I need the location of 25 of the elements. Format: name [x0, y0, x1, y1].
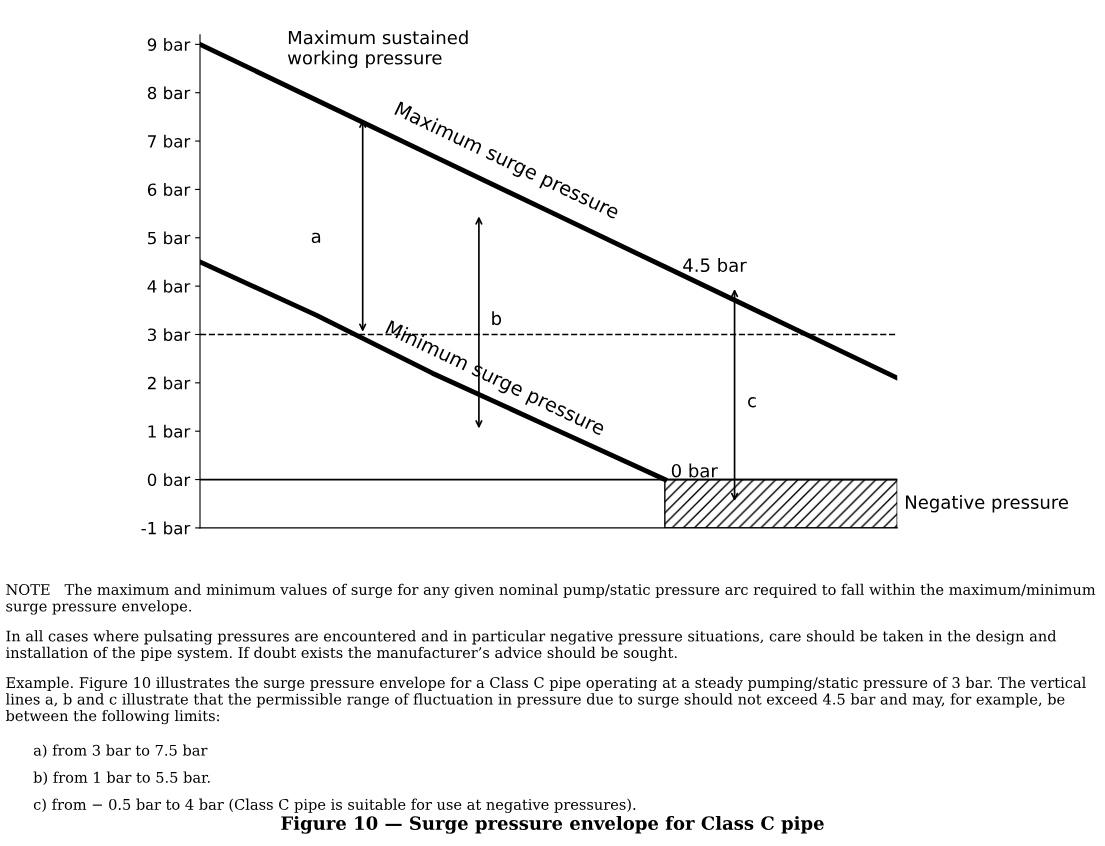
y-tick-label: 7 bar — [148, 134, 191, 148]
text: In all cases where pulsating pressures are encountered and in particular negative pressure situations, care should be taken in the design and installation of the pipe system. If doubt exists the manufacturer’s advice should be sought. — [6, 630, 1057, 662]
y-tick-label: 8 bar — [147, 86, 191, 100]
text: a) from 3 bar to 7.5 bar — [33, 744, 208, 758]
y-tick-label: 2 bar — [147, 376, 191, 390]
text: Example. Figure 10 illustrates the surge pressure envelope for a Class C pipe operating at a steady pumping/static pressure of 3 bar. The vertical lines a, b and c illustrate that the permissible range of fluctuation in pressure due to surge should not exceed 4.5 bar and may, for example, be between the following limits: — [5, 676, 1086, 725]
y-tick-label: -1 bar — [141, 521, 191, 535]
annotation: Maximum sustained working pressure — [287, 30, 468, 69]
y-tick-label: 5 bar — [148, 231, 191, 245]
annotation: 4.5 bar — [683, 258, 747, 273]
annotation: 0 bar — [671, 463, 718, 478]
band-label: Negative pressure — [906, 494, 1069, 513]
y-tick-label: 9 bar — [147, 38, 191, 51]
y-tick-label: 1 bar — [148, 424, 191, 438]
annotation: b — [492, 311, 502, 326]
y-tick-label: 0 bar — [147, 473, 191, 487]
text: NOTE The maximum and minimum values of surge for any given nominal pump/static pressure arc required to fall within the maximum/minimum surge pressure envelope. — [6, 583, 1096, 615]
text: b) from 1 bar to 5.5 bar. — [33, 771, 210, 785]
annotation: a — [311, 232, 321, 244]
y-tick-label: 3 bar — [148, 328, 191, 342]
y-tick-label: 6 bar — [147, 183, 191, 196]
annotation: c — [748, 397, 756, 408]
caption: Figure 10 — Surge pressure envelope for Class C pipe — [281, 815, 824, 834]
text: c) from − 0.5 bar to 4 bar (Class C pipe is suitable for use at negative pressures). — [33, 798, 636, 813]
y-tick-label: 4 bar — [147, 279, 191, 293]
